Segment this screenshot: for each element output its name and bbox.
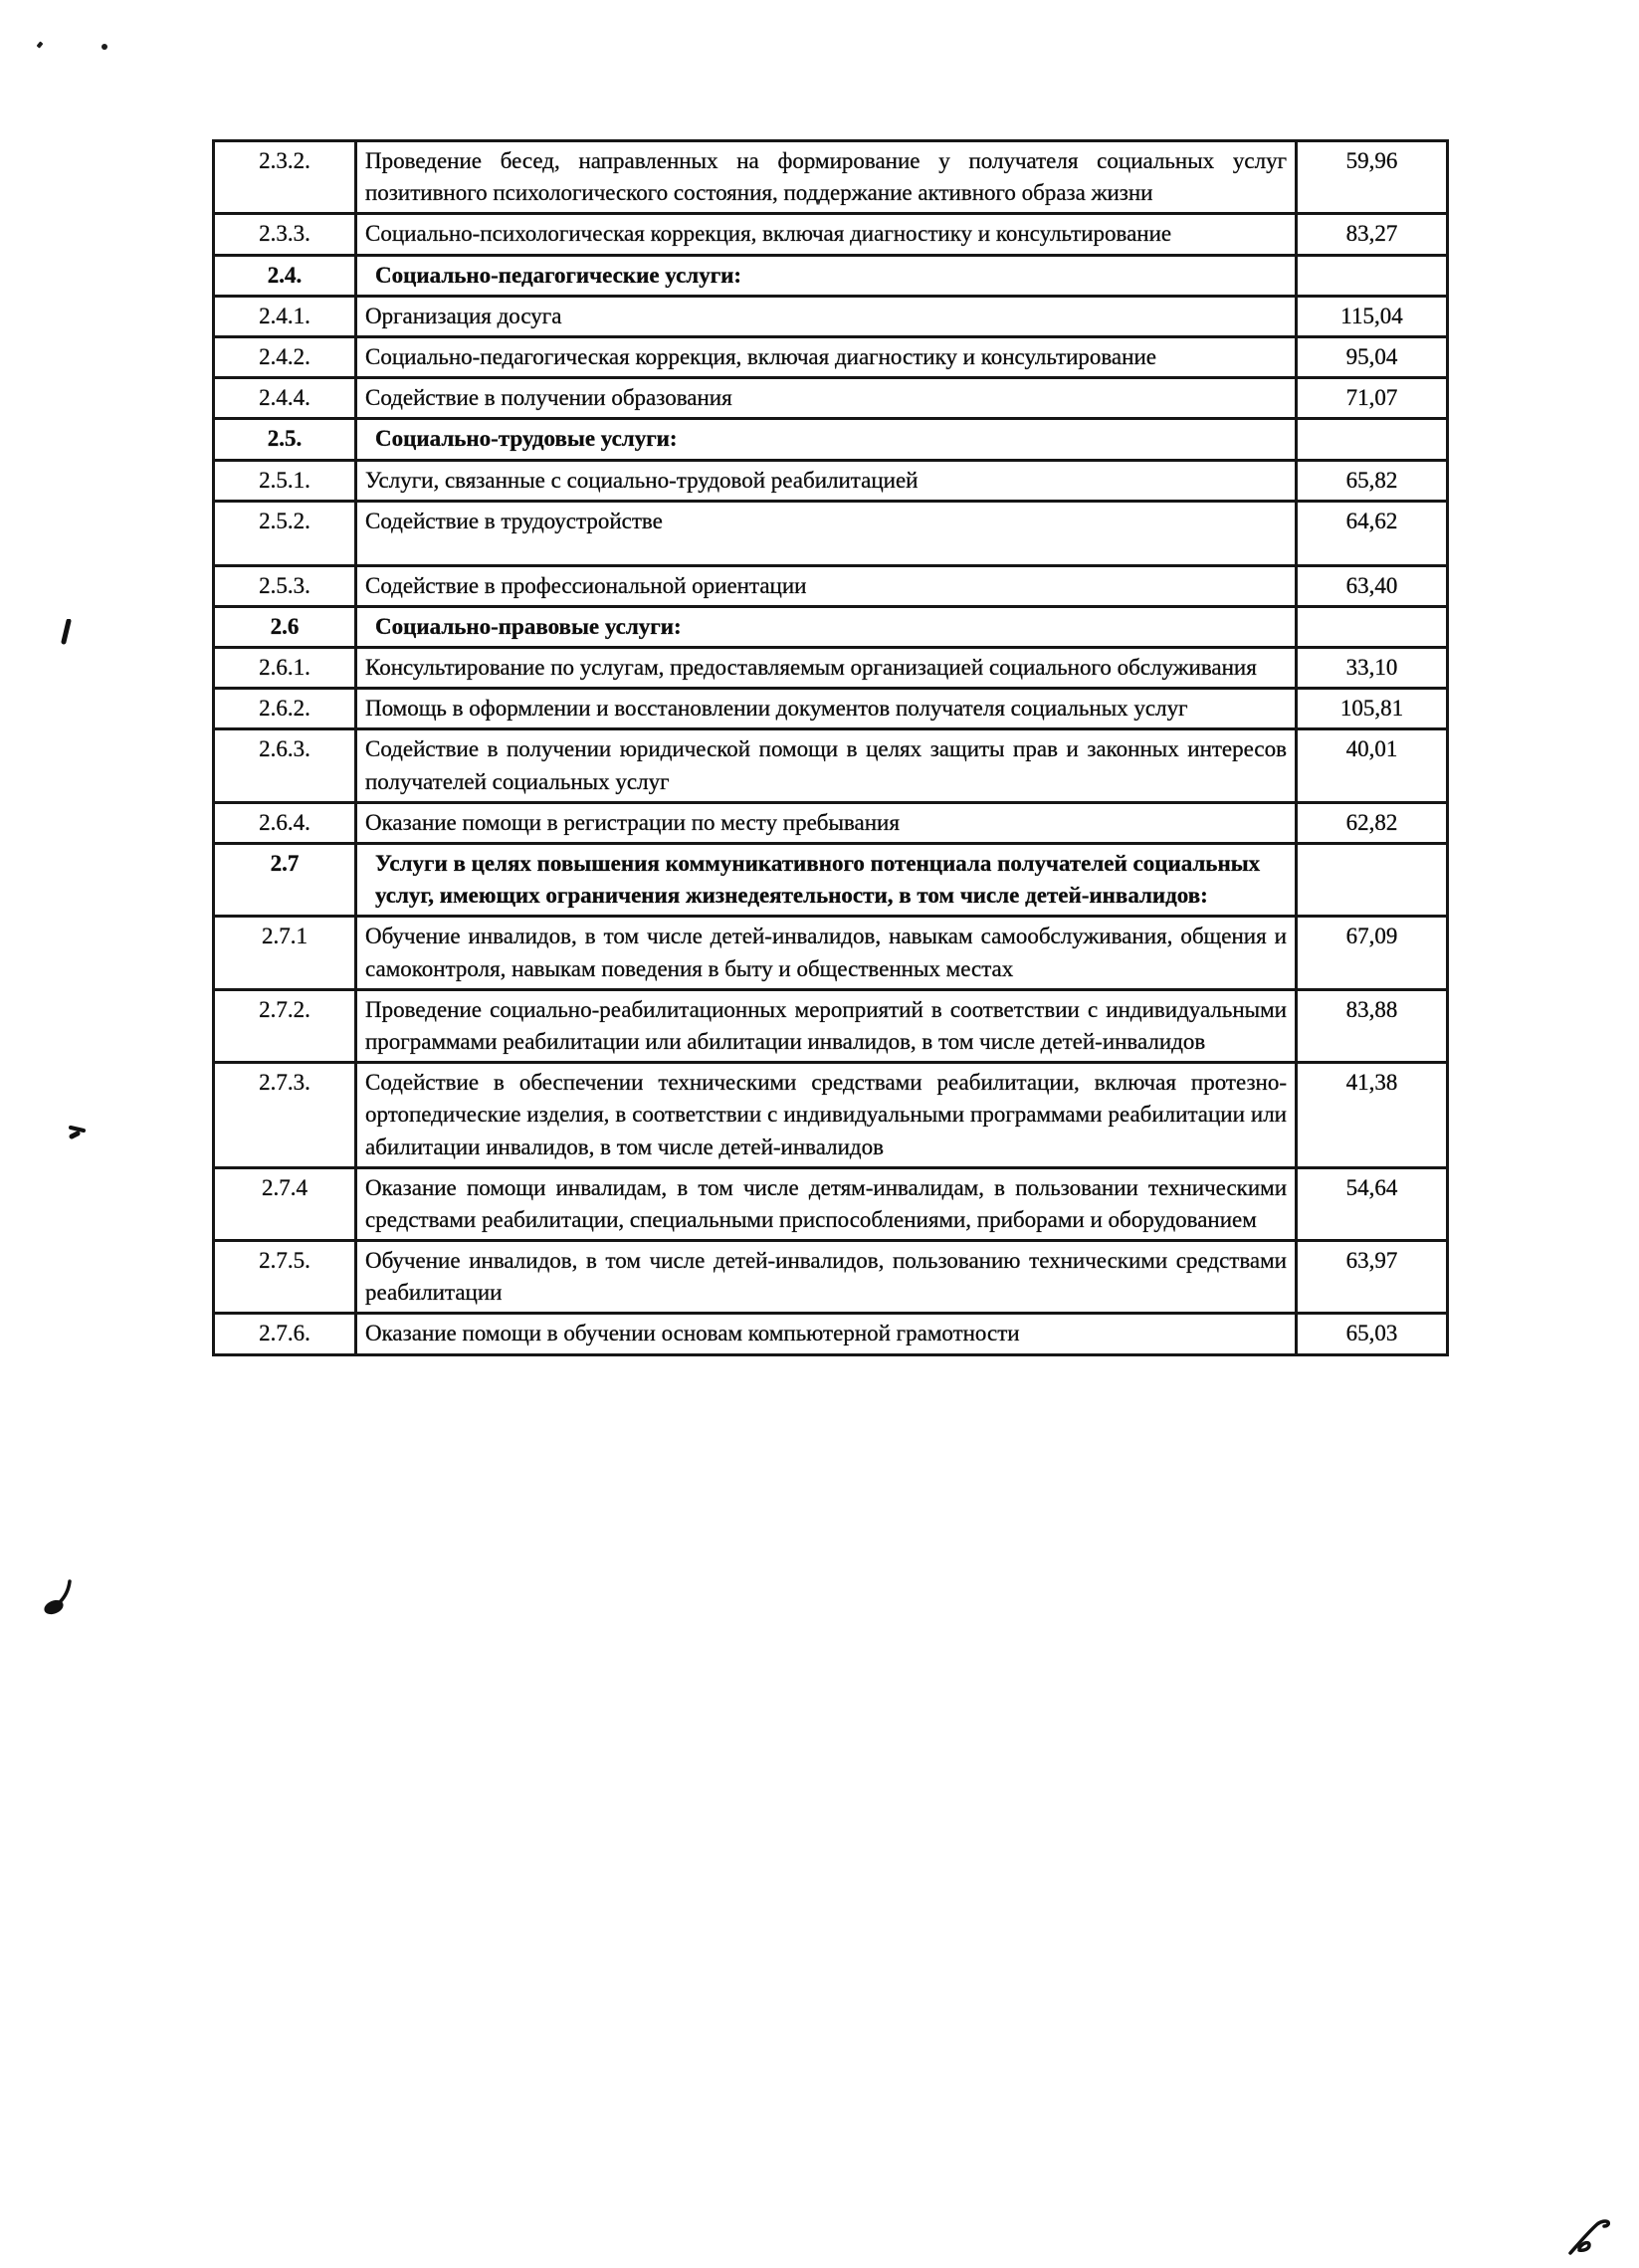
service-name: Содействие в получении образования [354, 376, 1298, 421]
service-name: Социально-правовые услуги: [354, 604, 1298, 650]
tariff-value [1295, 841, 1449, 919]
service-name: Помощь в оформлении и восстановлении док… [354, 687, 1298, 731]
tariff-value: 65,03 [1295, 1312, 1449, 1356]
table-row: 2.6 Социально-правовые услуги: [212, 604, 1449, 650]
tariff-value: 67,09 [1295, 915, 1449, 991]
row-number: 2.5.1. [212, 458, 357, 503]
tariff-value: 41,38 [1295, 1061, 1449, 1169]
row-number: 2.4.1. [212, 294, 357, 338]
service-name: Социально-трудовые услуги: [354, 417, 1298, 462]
table-row: 2.4.4. Содействие в получении образовани… [212, 376, 1449, 421]
service-name: Обучение инвалидов, в том числе детей-ин… [354, 915, 1298, 991]
table-row: 2.5. Социально-трудовые услуги: [212, 417, 1449, 462]
tariff-table: 2.3.2. Проведение бесед, направленных на… [212, 138, 1449, 1356]
service-name: Услуги в целях повышения коммуникативног… [354, 841, 1298, 919]
table-row: 2.7.6. Оказание помощи в обучении основа… [212, 1312, 1449, 1356]
margin-slash-mark [58, 619, 74, 647]
service-name: Содействие в трудоустройстве [354, 499, 1298, 567]
table-row: 2.7 Услуги в целях повышения коммуникати… [212, 841, 1449, 919]
table-row: 2.3.2. Проведение бесед, направленных на… [212, 138, 1449, 216]
service-name: Оказание помощи инвалидам, в том числе д… [354, 1165, 1298, 1243]
row-number: 2.7.4 [212, 1165, 357, 1243]
tariff-value: 83,88 [1295, 987, 1449, 1065]
row-number: 2.5.2. [212, 499, 357, 567]
tariff-value: 115,04 [1295, 294, 1449, 338]
tariff-value: 71,07 [1295, 376, 1449, 421]
row-number: 2.5. [212, 417, 357, 462]
table-row: 2.7.4 Оказание помощи инвалидам, в том ч… [212, 1165, 1449, 1243]
table-row: 2.6.1. Консультирование по услугам, пред… [212, 646, 1449, 691]
tariff-value [1295, 253, 1449, 298]
tariff-value [1295, 604, 1449, 650]
service-name: Социально-психологическая коррекция, вкл… [354, 212, 1298, 257]
service-name: Обучение инвалидов, в том числе детей-ин… [354, 1239, 1298, 1316]
margin-tick-mark [68, 1123, 88, 1142]
service-name: Оказание помощи в обучении основам компь… [354, 1312, 1298, 1356]
table-row: 2.7.1 Обучение инвалидов, в том числе де… [212, 915, 1449, 991]
service-name: Социально-педагогическая коррекция, вклю… [354, 334, 1298, 380]
tariff-value: 54,64 [1295, 1165, 1449, 1243]
table-row: 2.3.3. Социально-психологическая коррекц… [212, 212, 1449, 257]
service-name: Проведение бесед, направленных на формир… [354, 138, 1298, 216]
table-row: 2.4.1. Организация досуга 115,04 [212, 294, 1449, 338]
row-number: 2.6.4. [212, 800, 357, 846]
table-row: 2.5.1. Услуги, связанные с социально-тру… [212, 458, 1449, 503]
table-row: 2.6.3. Содействие в получении юридическо… [212, 727, 1449, 804]
row-number: 2.7.5. [212, 1239, 357, 1316]
row-number: 2.4.4. [212, 376, 357, 421]
service-name: Консультирование по услугам, предоставля… [354, 646, 1298, 691]
table-row: 2.6.4. Оказание помощи в регистрации по … [212, 800, 1449, 846]
row-number: 2.4.2. [212, 334, 357, 380]
row-number: 2.6 [212, 604, 357, 650]
table-row: 2.4. Социально-педагогические услуги: [212, 253, 1449, 298]
tariff-value: 63,97 [1295, 1239, 1449, 1316]
table-row: 2.7.5. Обучение инвалидов, в том числе д… [212, 1239, 1449, 1316]
tariff-value: 95,04 [1295, 334, 1449, 380]
row-number: 2.7.6. [212, 1312, 357, 1356]
tariff-table-body: 2.3.2. Проведение бесед, направленных на… [212, 138, 1449, 1356]
service-name: Содействие в получении юридической помощ… [354, 727, 1298, 804]
service-name: Организация досуга [354, 294, 1298, 338]
tariff-value: 59,96 [1295, 138, 1449, 216]
table-row: 2.5.2. Содействие в трудоустройстве 64,6… [212, 499, 1449, 567]
row-number: 2.6.3. [212, 727, 357, 804]
row-number: 2.3.3. [212, 212, 357, 257]
row-number: 2.7.2. [212, 987, 357, 1065]
service-name: Содействие в профессиональной ориентации [354, 563, 1298, 608]
table-row: 2.7.3. Содействие в обеспечении техничес… [212, 1061, 1449, 1169]
row-number: 2.7.1 [212, 915, 357, 991]
table-row: 2.7.2. Проведение социально-реабилитацио… [212, 987, 1449, 1065]
row-number: 2.3.2. [212, 138, 357, 216]
service-name: Социально-педагогические услуги: [354, 253, 1298, 298]
tariff-value: 63,40 [1295, 563, 1449, 608]
table-row: 2.6.2. Помощь в оформлении и восстановле… [212, 687, 1449, 731]
tariff-value: 40,01 [1295, 727, 1449, 804]
row-number: 2.4. [212, 253, 357, 298]
scan-speck [102, 44, 107, 50]
tariff-value: 105,81 [1295, 687, 1449, 731]
row-number: 2.7.3. [212, 1061, 357, 1169]
row-number: 2.7 [212, 841, 357, 919]
row-number: 2.6.1. [212, 646, 357, 691]
corner-pen-squiggle [1566, 2213, 1612, 2257]
service-name: Содействие в обеспечении техническими ср… [354, 1061, 1298, 1169]
service-name: Проведение социально-реабилитационных ме… [354, 987, 1298, 1065]
row-number: 2.5.3. [212, 563, 357, 608]
tariff-value: 65,82 [1295, 458, 1449, 503]
table-row: 2.5.3. Содействие в профессиональной ори… [212, 563, 1449, 608]
margin-blob-mark [40, 1577, 84, 1623]
row-number: 2.6.2. [212, 687, 357, 731]
tariff-value [1295, 417, 1449, 462]
tariff-value: 64,62 [1295, 499, 1449, 567]
table-row: 2.4.2. Социально-педагогическая коррекци… [212, 334, 1449, 380]
service-name: Услуги, связанные с социально-трудовой р… [354, 458, 1298, 503]
tariff-value: 33,10 [1295, 646, 1449, 691]
tariff-value: 62,82 [1295, 800, 1449, 846]
scan-speck [36, 41, 44, 49]
service-name: Оказание помощи в регистрации по месту п… [354, 800, 1298, 846]
tariff-value: 83,27 [1295, 212, 1449, 257]
